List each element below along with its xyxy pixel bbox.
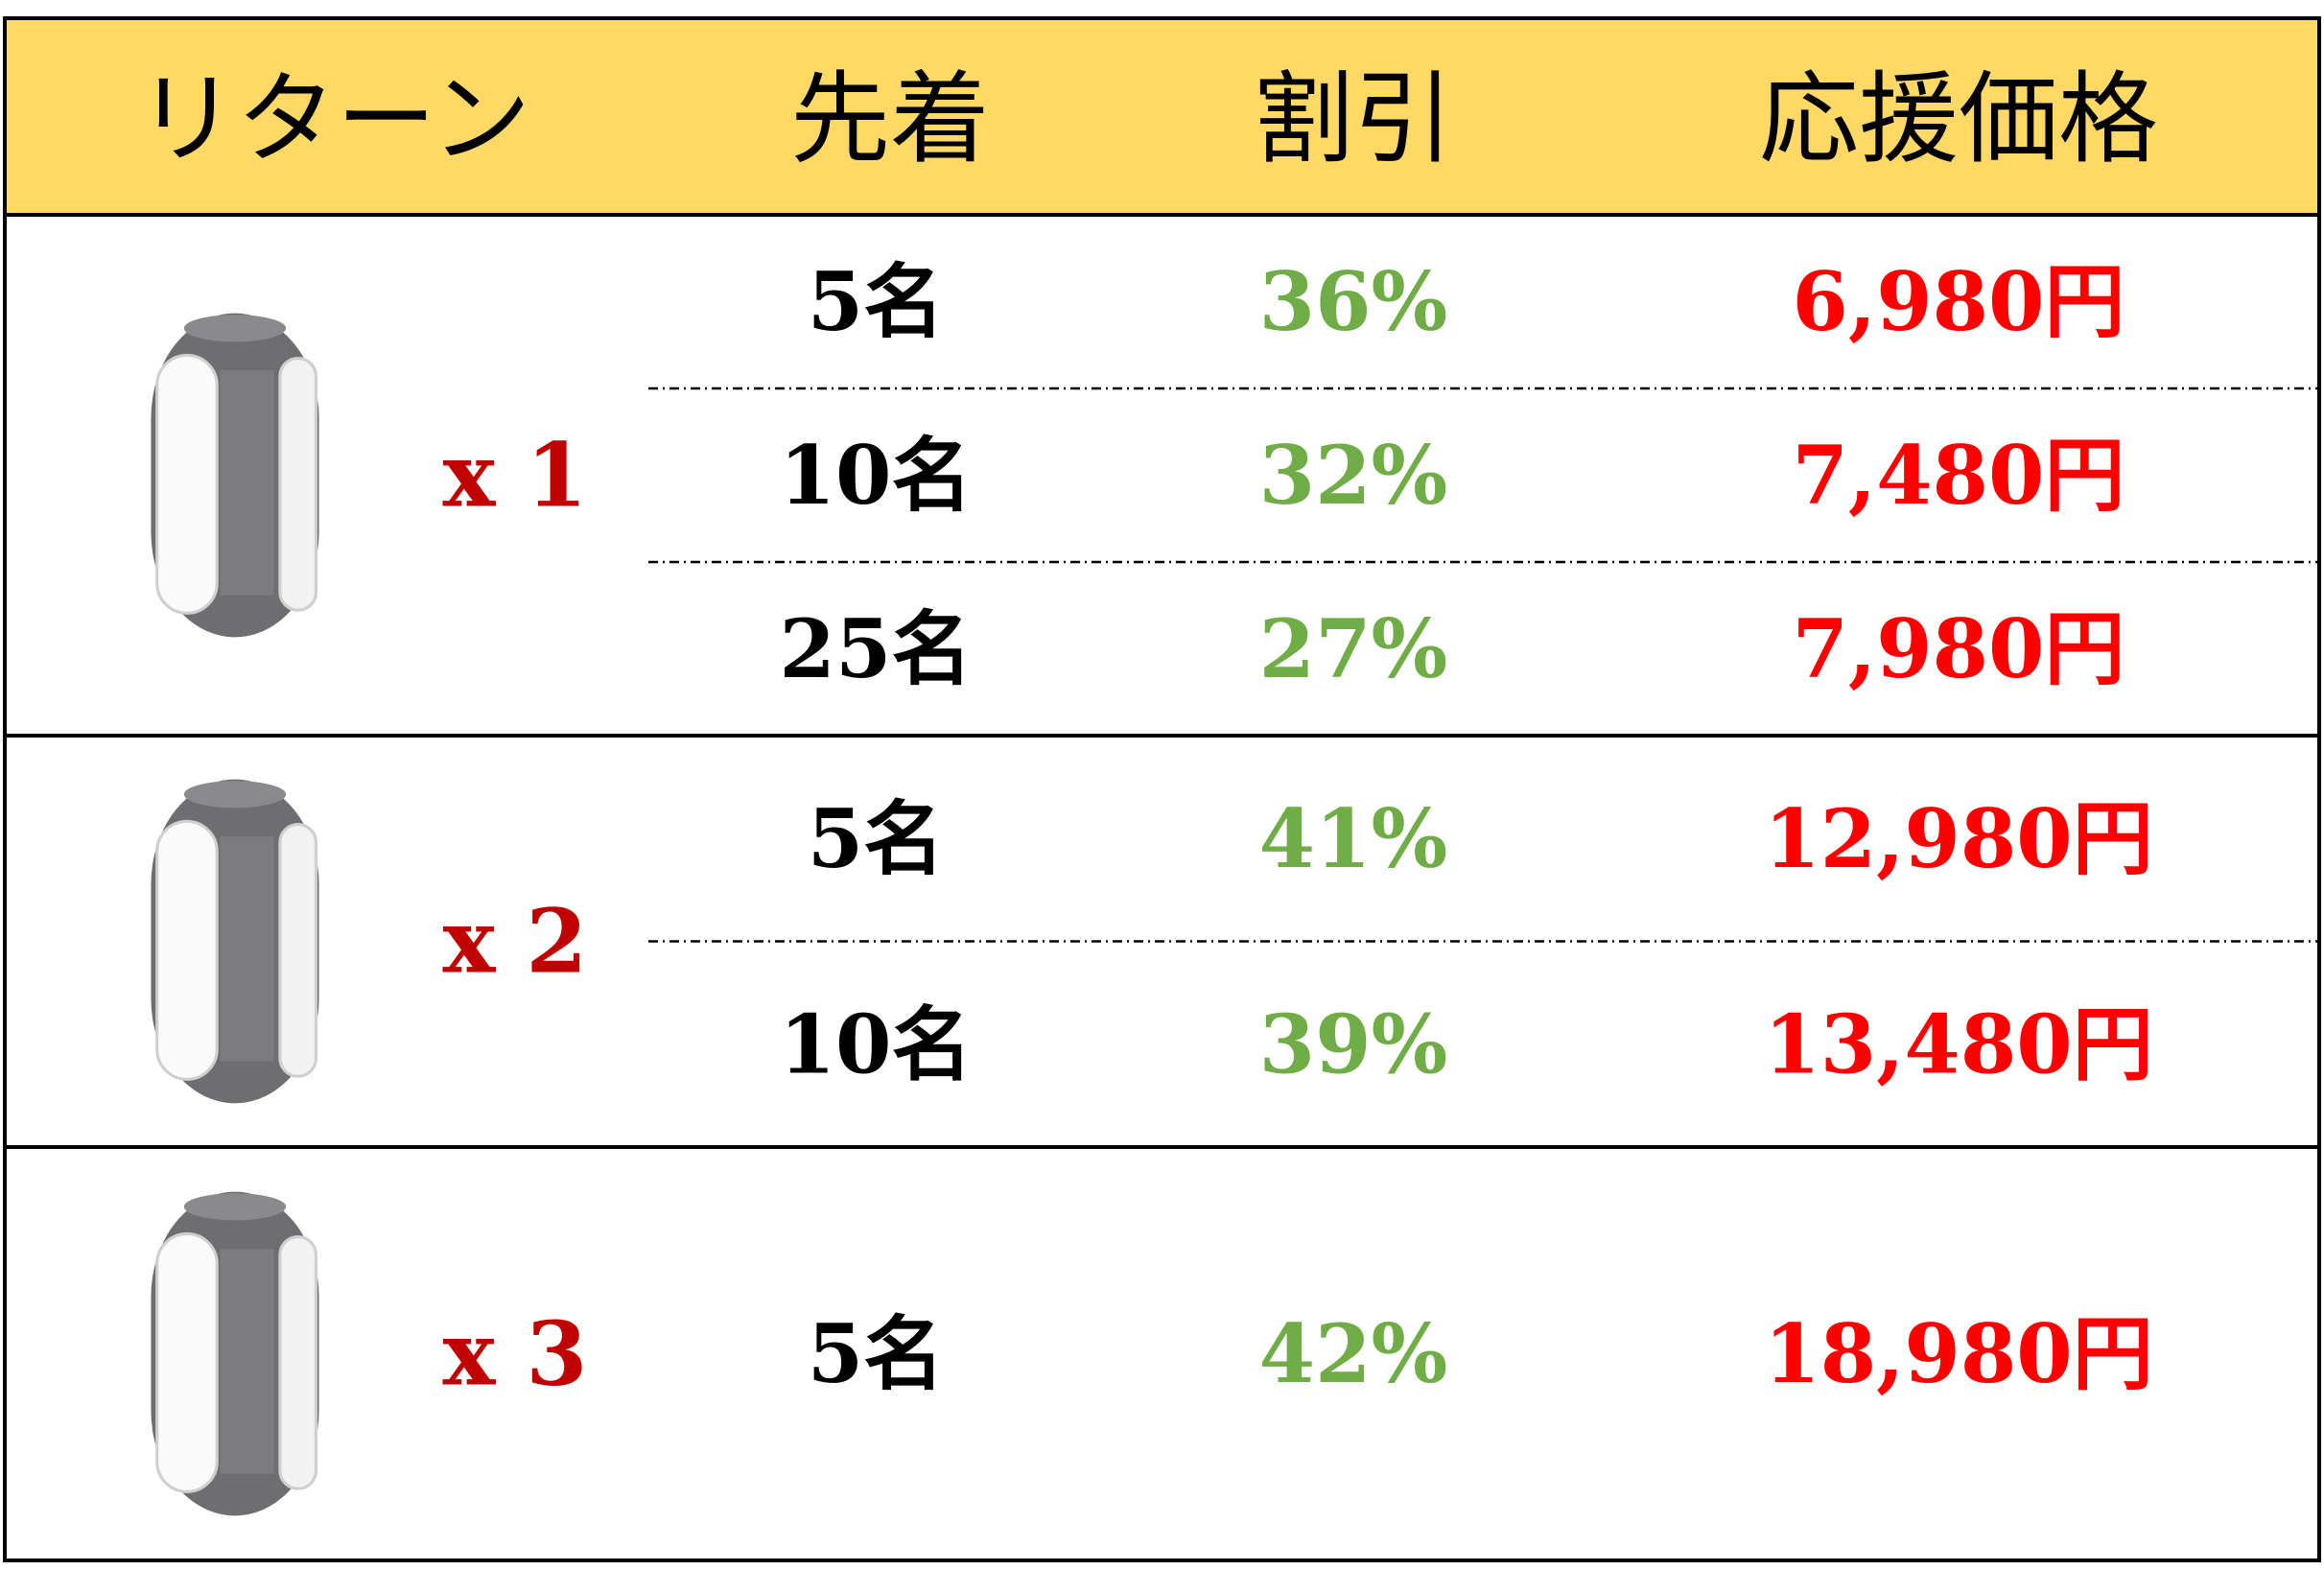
discount: 41%: [1259, 791, 1448, 886]
slots: 5名: [808, 1306, 944, 1401]
discount: 27%: [1259, 601, 1448, 696]
header-bg: [5, 18, 2319, 215]
price: 13,480円: [1764, 996, 2152, 1091]
quantity: x 1: [443, 424, 588, 527]
discount: 42%: [1259, 1306, 1448, 1401]
header-cell: リターン: [137, 60, 531, 177]
product-icon: [149, 1190, 321, 1517]
header-cell: 応援価格: [1759, 60, 2158, 177]
slots: 5名: [808, 791, 944, 886]
price: 7,480円: [1792, 428, 2124, 523]
price: 12,980円: [1764, 791, 2152, 886]
discount: 32%: [1259, 428, 1448, 523]
quantity: x 2: [443, 890, 588, 994]
product-icon: [149, 312, 321, 639]
product-icon: [149, 778, 321, 1105]
slots: 5名: [808, 254, 944, 349]
quantity: x 3: [443, 1302, 588, 1406]
price: 6,980円: [1792, 254, 2124, 349]
slots: 10名: [780, 428, 973, 523]
price: 18,980円: [1764, 1306, 2152, 1401]
table-border: [3, 16, 2321, 1562]
discount: 36%: [1259, 254, 1448, 349]
price: 7,980円: [1792, 601, 2124, 696]
discount: 39%: [1259, 996, 1448, 1091]
slots: 25名: [780, 601, 973, 696]
header-cell: 先着: [790, 60, 990, 177]
header-cell: 割引: [1254, 60, 1453, 177]
slots: 10名: [780, 996, 973, 1091]
